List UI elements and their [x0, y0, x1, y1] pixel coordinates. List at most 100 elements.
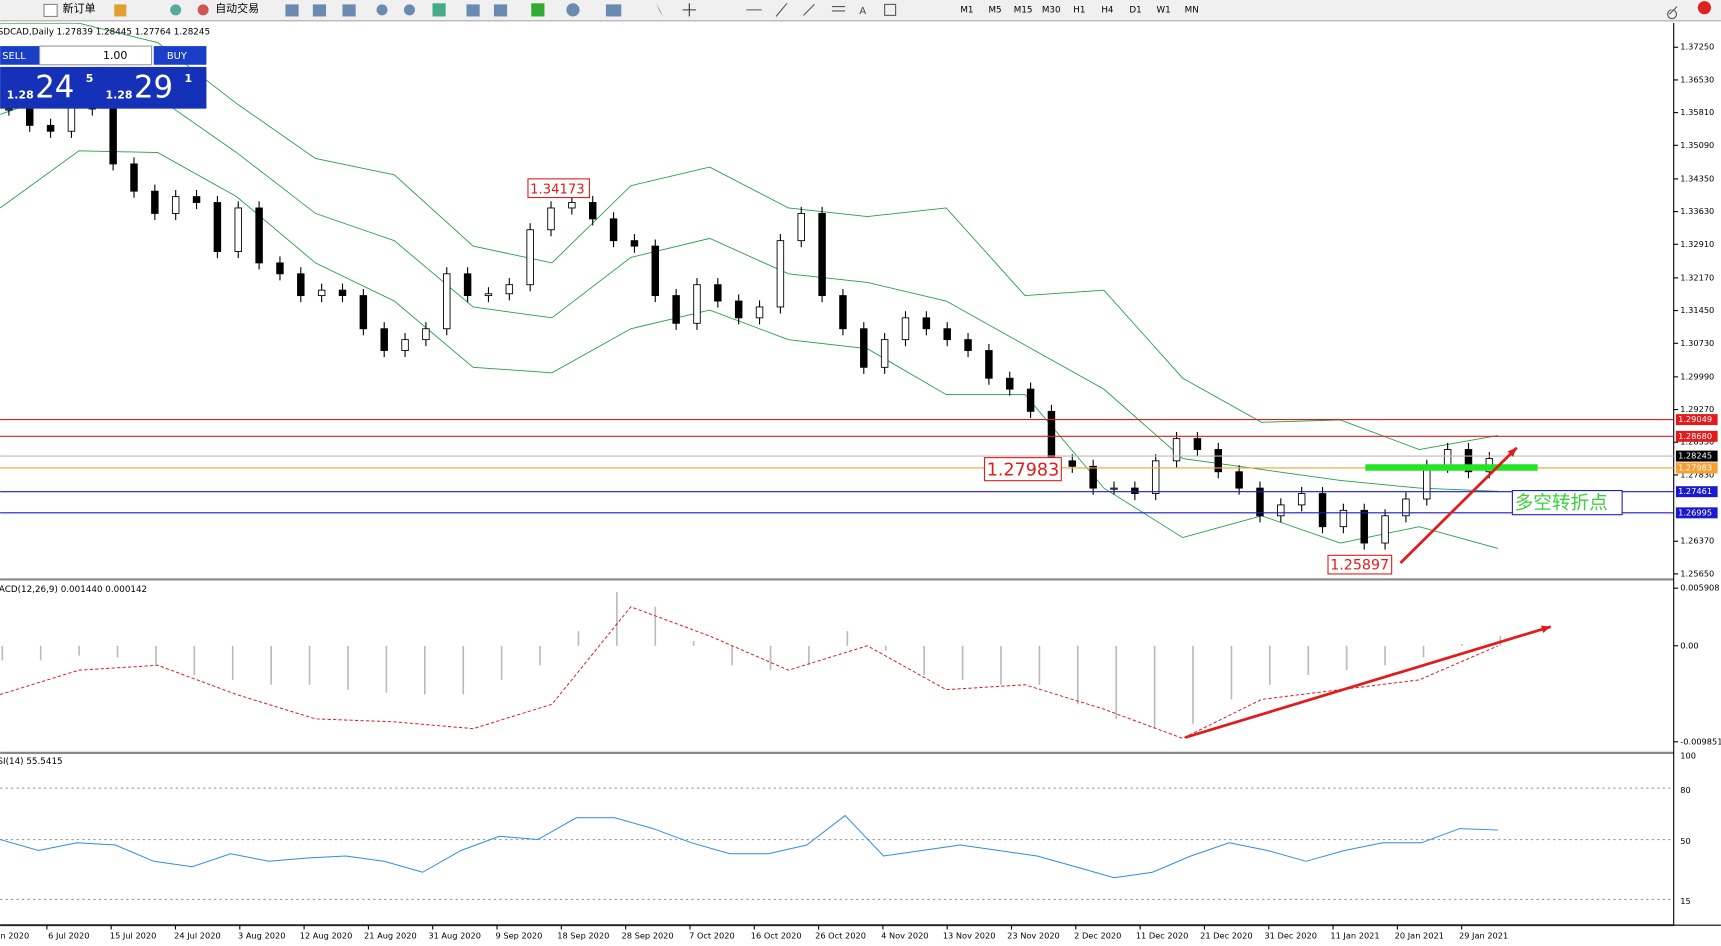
candle	[609, 218, 618, 242]
candle	[255, 207, 263, 264]
candle	[922, 317, 931, 330]
timeframe-button[interactable]: M15	[1014, 5, 1033, 15]
annotation-box	[1327, 554, 1393, 575]
level-label: 1.27983	[1678, 462, 1712, 472]
annotation-box	[1511, 490, 1623, 516]
candle	[1318, 493, 1327, 528]
candle	[1214, 449, 1222, 473]
level-tag	[1675, 450, 1718, 462]
quote-big: 29	[134, 69, 173, 105]
candle	[839, 295, 847, 330]
buy-label[interactable]: BUY	[167, 51, 188, 62]
price-tick-label: 1.34350	[1680, 173, 1714, 183]
price-tick-label: 1.36530	[1680, 74, 1714, 84]
level-tag	[1675, 486, 1718, 498]
candle	[1443, 449, 1452, 467]
annotation: 1.27983	[987, 460, 1060, 480]
candle	[26, 108, 34, 126]
candle	[401, 339, 409, 351]
line-series	[0, 814, 1499, 879]
timeframe-button[interactable]: M5	[988, 5, 1001, 15]
toolbar-button[interactable]: 自动交易	[215, 1, 259, 15]
macd-header: MACD(12,26,9) 0.001440 0.000142	[0, 585, 147, 595]
candle	[1089, 465, 1097, 489]
candle	[1297, 493, 1306, 506]
level-tag	[1675, 414, 1718, 426]
timeframe-button[interactable]: H4	[1101, 5, 1114, 15]
candle	[171, 196, 180, 214]
candle	[1256, 487, 1264, 517]
date-label: 2 Dec 2020	[1074, 931, 1121, 941]
candle	[1151, 460, 1160, 494]
date-label: 24 Jul 2020	[174, 931, 221, 941]
timeframe-button[interactable]: W1	[1156, 5, 1170, 15]
lots-box[interactable]	[39, 45, 153, 66]
quote-small: 5	[86, 72, 94, 85]
rsi-tick-label: 100	[1680, 751, 1696, 761]
date-label: 11 Jan 2021	[1330, 931, 1379, 941]
lots[interactable]: 1.00	[103, 49, 127, 62]
date-label: 16 Oct 2020	[751, 931, 802, 941]
arrow-head	[1507, 447, 1517, 457]
candle	[463, 273, 472, 297]
chart-header: USDCAD,Daily 1.27839 1.28445 1.27764 1.2…	[0, 27, 210, 37]
annotation: 1.25897	[1330, 558, 1389, 574]
price-tick-label: 1.32170	[1680, 272, 1714, 282]
price-tick-label: 1.33630	[1680, 206, 1714, 216]
price-tick-label: 1.31450	[1680, 305, 1714, 315]
date-label: 6 Jul 2020	[48, 931, 89, 941]
candle	[651, 245, 660, 297]
buy-button[interactable]	[153, 46, 207, 65]
price-tick-label: 1.35090	[1680, 140, 1714, 150]
date-label: 4 Nov 2020	[881, 931, 928, 941]
timeframe-button[interactable]: H1	[1073, 5, 1085, 15]
toolbar	[0, 0, 1721, 21]
candle	[380, 328, 388, 351]
candle	[1131, 487, 1139, 494]
sell-label[interactable]: SELL	[2, 51, 26, 62]
candle	[588, 202, 597, 220]
candle	[1360, 509, 1368, 544]
sell-button[interactable]	[0, 46, 49, 65]
date-label: 26 Oct 2020	[815, 931, 866, 941]
macd-tick-label: 0.005908	[1680, 583, 1719, 593]
candle	[422, 328, 430, 341]
candle	[964, 339, 972, 351]
candle	[1381, 515, 1389, 544]
candle	[1464, 449, 1473, 473]
timeframe-button[interactable]: MN	[1185, 5, 1199, 15]
annotation-box	[527, 178, 590, 199]
date-label: 20 Jan 2021	[1395, 931, 1444, 941]
candle	[985, 350, 993, 379]
candle	[1423, 465, 1431, 500]
quote-box	[0, 66, 108, 109]
candle	[46, 124, 55, 132]
line-series	[0, 150, 1499, 549]
timeframe-button[interactable]: M1	[960, 5, 973, 15]
date-label: 28 Sep 2020	[622, 931, 674, 941]
timeframe-button[interactable]: D1	[1129, 5, 1141, 15]
date-label: 15 Jul 2020	[110, 931, 157, 941]
level-tag	[1675, 430, 1718, 442]
price-tick-label: 1.32910	[1680, 239, 1714, 249]
level-label: 1.27461	[1678, 486, 1712, 496]
candle	[1339, 509, 1348, 528]
candle	[714, 284, 722, 302]
main-chart	[0, 23, 1499, 550]
candle	[1172, 438, 1181, 462]
quote-big: 24	[35, 69, 74, 105]
macd-panel: MACD(12,26,9) 0.001440 0.000142	[0, 585, 1502, 739]
price-tick-label: 1.35810	[1680, 107, 1714, 117]
date-label: 3 Aug 2020	[238, 931, 285, 941]
level-label: 1.26995	[1678, 507, 1712, 517]
date-label: 29 Jan 2021	[1459, 931, 1508, 941]
date-label: 11 Dec 2020	[1136, 931, 1189, 941]
quote-prefix: 1.28	[7, 88, 34, 101]
candle	[693, 284, 701, 324]
candle	[359, 295, 368, 330]
date-label: 21 Dec 2020	[1200, 931, 1253, 941]
annotation-box	[983, 457, 1062, 482]
date-label: 13 Nov 2020	[943, 931, 996, 941]
timeframe-button[interactable]: M30	[1042, 5, 1061, 15]
toolbar-button[interactable]: 新订单	[63, 1, 96, 15]
